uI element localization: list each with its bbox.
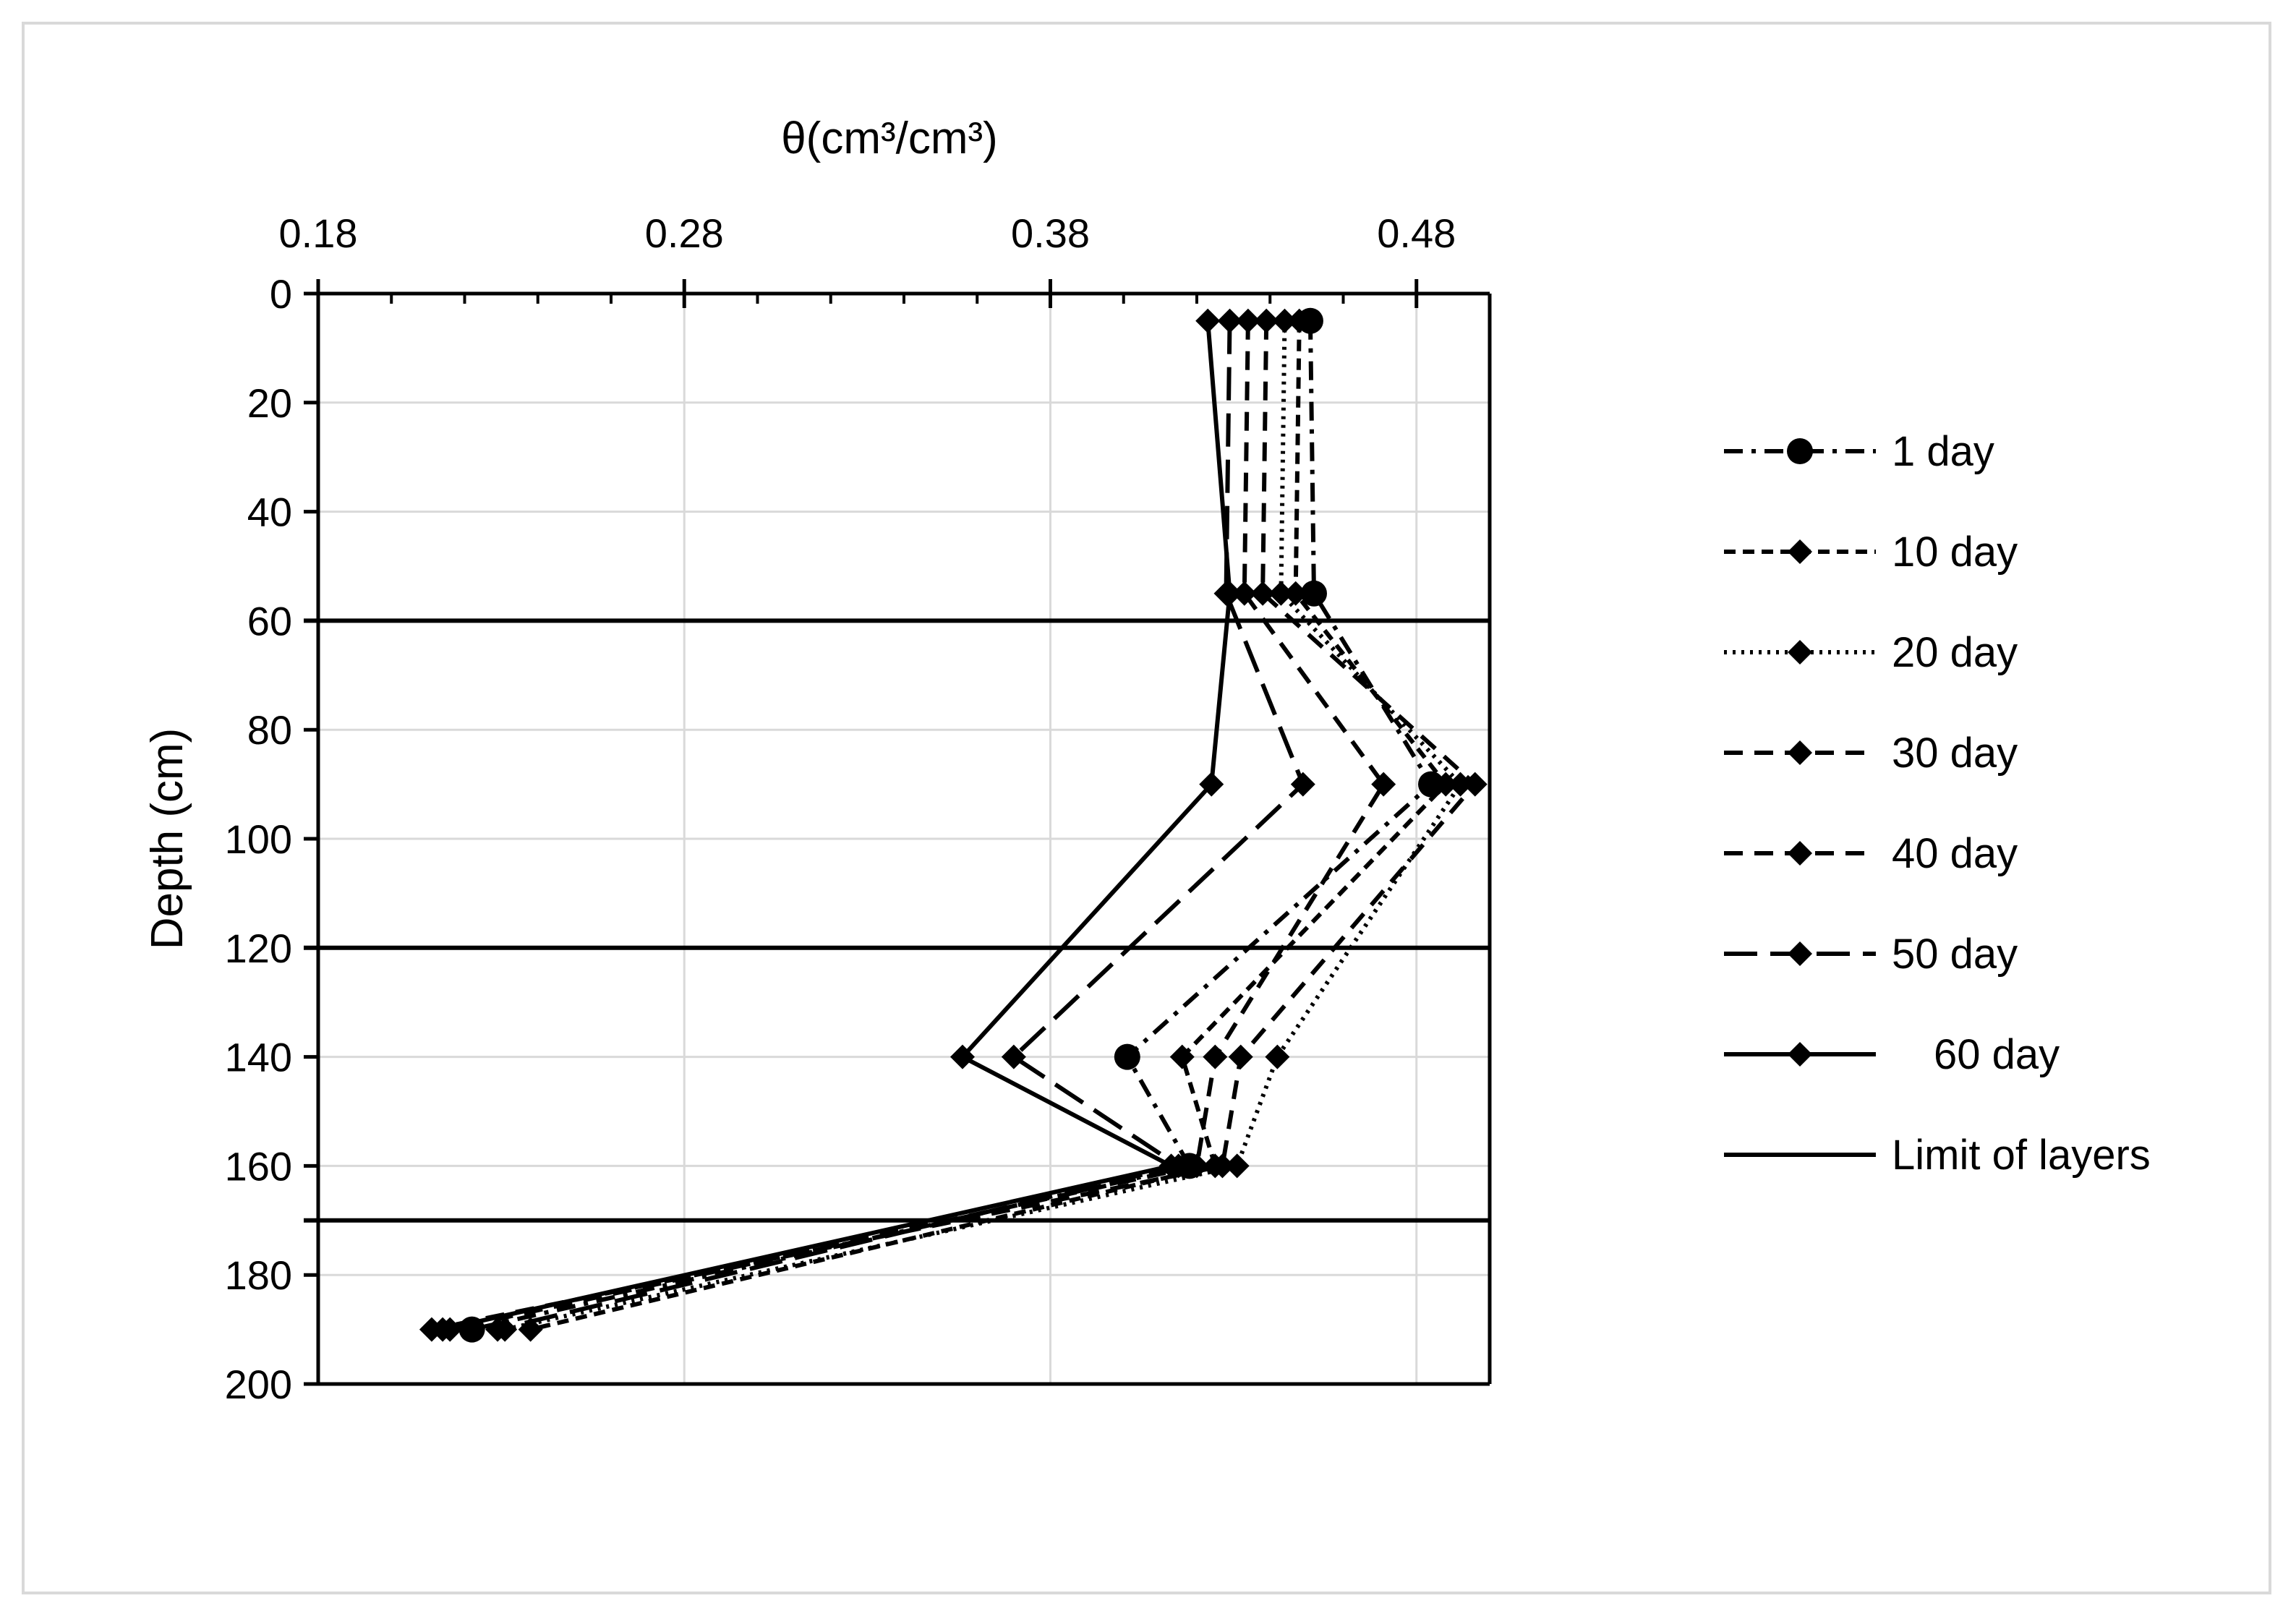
series-30-day [419, 308, 1488, 1342]
legend-marker [1788, 539, 1812, 564]
legend-marker [1788, 841, 1812, 866]
x-tick-label: 0.28 [645, 210, 724, 256]
legend-marker [1787, 438, 1813, 464]
series-line [471, 320, 1434, 1332]
legend-marker [1788, 640, 1812, 665]
series-line [504, 320, 1464, 1332]
legend-label: 20 day [1892, 629, 2018, 676]
series-point [1286, 308, 1312, 333]
series-point [1169, 1044, 1195, 1069]
series-point [1001, 1044, 1026, 1069]
series-point [1371, 772, 1396, 797]
legend-label: 50 day [1892, 931, 2018, 978]
legend-marker [1788, 941, 1812, 966]
series-point [1199, 772, 1224, 797]
series-point [950, 1044, 975, 1069]
series-point [1301, 580, 1327, 607]
legend-label: Limit of layers [1892, 1132, 2151, 1179]
series-point [1268, 581, 1294, 606]
series-point [485, 1317, 511, 1342]
series-line [529, 320, 1449, 1332]
y-tick-label: 40 [247, 490, 292, 535]
axes: 0.18 0.28 0.38 0.48 0 20 40 60 80 100 120 140 160 180… [225, 210, 1492, 1407]
series-point [1114, 1043, 1140, 1070]
series [419, 307, 1488, 1343]
y-tick-label: 0 [270, 271, 292, 317]
series-point [1250, 581, 1276, 606]
series-point [1232, 581, 1257, 606]
series-line [442, 320, 1232, 1332]
series-10-day [518, 308, 1459, 1342]
series-point [1265, 1044, 1290, 1069]
y-tick-label: 120 [225, 926, 292, 971]
legend-label: 1 day [1892, 428, 1994, 475]
series-line [449, 320, 1386, 1332]
series-point [1158, 1153, 1184, 1179]
x-tick-label: 0.38 [1011, 210, 1090, 256]
series-point [1283, 581, 1308, 606]
y-tick-label: 80 [247, 707, 292, 753]
y-tick-label: 60 [247, 598, 292, 644]
y-tick-label: 180 [225, 1252, 292, 1298]
legend-label: 10 day [1892, 529, 2018, 576]
series-40-day [438, 308, 1396, 1342]
series-point [1224, 1153, 1250, 1179]
series-point [1228, 1044, 1253, 1069]
legend-label: 60 day [1934, 1031, 2060, 1078]
series-point [1217, 581, 1242, 606]
series-point [430, 1317, 456, 1342]
series-point [1203, 1044, 1228, 1069]
series-point [1254, 308, 1279, 333]
y-tick-label: 140 [225, 1035, 292, 1080]
y-axis-title: Depth (cm) [142, 728, 192, 950]
series-point [1195, 308, 1221, 333]
series-point [1462, 772, 1488, 797]
series-point [1433, 772, 1459, 797]
series-point [1235, 308, 1260, 333]
y-tick-label: 160 [225, 1143, 292, 1189]
series-20-day [492, 308, 1473, 1342]
legend-marker [1788, 740, 1812, 765]
series-point [1217, 308, 1242, 333]
y-tick-label: 20 [247, 380, 292, 426]
legend: 1 day 10 day 20 day 30 day 40 day 50 day 60 da… [1724, 428, 2151, 1179]
x-tick-label: 0.18 [279, 210, 358, 256]
series-point [518, 1317, 543, 1342]
legend-label: 30 day [1892, 730, 2018, 777]
y-tick-label: 200 [225, 1362, 292, 1407]
x-axis-title: θ(cm³/cm³) [781, 114, 998, 163]
series-point [1210, 1153, 1235, 1179]
series-point [1418, 771, 1444, 798]
series-line [497, 320, 1306, 1332]
chart-frame: 0.18 0.28 0.38 0.48 0 20 40 60 80 100 120 140 160 180… [22, 22, 2271, 1594]
series-point [1185, 1153, 1209, 1179]
chart-svg: 0.18 0.28 0.38 0.48 0 20 40 60 80 100 120 140 160 180… [142, 114, 2151, 1407]
legend-label: 40 day [1892, 830, 2018, 877]
series-point [1272, 308, 1297, 333]
legend-marker [1788, 1042, 1812, 1067]
y-tick-label: 100 [225, 816, 292, 862]
series-point [1290, 772, 1315, 797]
x-tick-label: 0.48 [1377, 210, 1456, 256]
series-50-day [485, 308, 1315, 1342]
series-line [431, 320, 1478, 1332]
series-60-day [430, 308, 1242, 1342]
